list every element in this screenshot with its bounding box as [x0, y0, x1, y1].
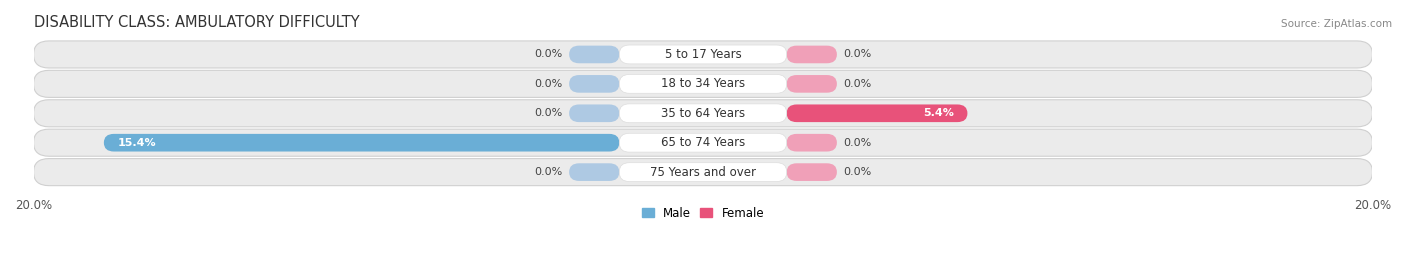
FancyBboxPatch shape [619, 163, 787, 181]
Text: 0.0%: 0.0% [844, 50, 872, 59]
Text: 0.0%: 0.0% [534, 79, 562, 89]
Legend: Male, Female: Male, Female [637, 202, 769, 224]
FancyBboxPatch shape [34, 41, 1372, 68]
FancyBboxPatch shape [619, 75, 787, 93]
FancyBboxPatch shape [34, 159, 1372, 186]
FancyBboxPatch shape [104, 134, 619, 151]
FancyBboxPatch shape [787, 46, 837, 63]
FancyBboxPatch shape [787, 105, 967, 122]
FancyBboxPatch shape [619, 133, 787, 152]
FancyBboxPatch shape [619, 104, 787, 123]
FancyBboxPatch shape [34, 70, 1372, 97]
Text: 0.0%: 0.0% [844, 138, 872, 148]
FancyBboxPatch shape [569, 105, 619, 122]
FancyBboxPatch shape [619, 45, 787, 64]
Text: 65 to 74 Years: 65 to 74 Years [661, 136, 745, 149]
Text: 0.0%: 0.0% [534, 50, 562, 59]
FancyBboxPatch shape [569, 163, 619, 181]
FancyBboxPatch shape [569, 75, 619, 93]
FancyBboxPatch shape [34, 129, 1372, 156]
Text: 75 Years and over: 75 Years and over [650, 166, 756, 178]
FancyBboxPatch shape [787, 163, 837, 181]
FancyBboxPatch shape [787, 75, 837, 93]
Text: 15.4%: 15.4% [117, 138, 156, 148]
Text: 5 to 17 Years: 5 to 17 Years [665, 48, 741, 61]
Text: 0.0%: 0.0% [534, 167, 562, 177]
Text: 0.0%: 0.0% [844, 167, 872, 177]
Text: 0.0%: 0.0% [844, 79, 872, 89]
FancyBboxPatch shape [787, 134, 837, 151]
Text: 35 to 64 Years: 35 to 64 Years [661, 107, 745, 120]
Text: 0.0%: 0.0% [534, 108, 562, 118]
FancyBboxPatch shape [569, 46, 619, 63]
Text: 18 to 34 Years: 18 to 34 Years [661, 77, 745, 90]
Text: DISABILITY CLASS: AMBULATORY DIFFICULTY: DISABILITY CLASS: AMBULATORY DIFFICULTY [34, 15, 359, 30]
Text: Source: ZipAtlas.com: Source: ZipAtlas.com [1281, 19, 1392, 29]
FancyBboxPatch shape [34, 100, 1372, 127]
Text: 5.4%: 5.4% [924, 108, 955, 118]
